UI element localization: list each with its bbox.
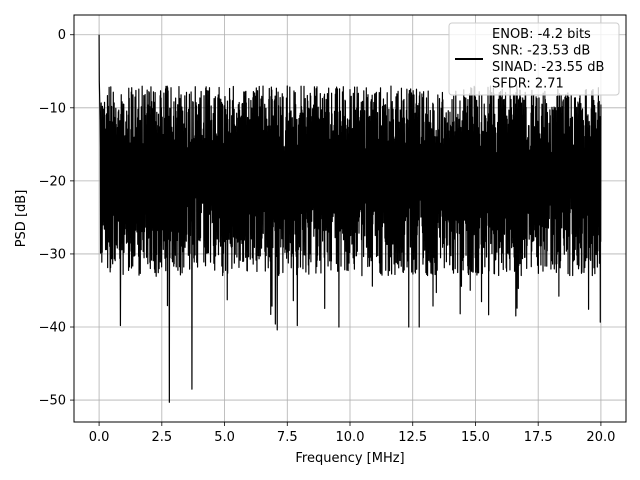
legend-sfdr: SFDR: 2.71 bbox=[492, 77, 564, 92]
y-tick-label: −20 bbox=[39, 174, 66, 189]
x-axis-label: Frequency [MHz] bbox=[295, 451, 404, 466]
x-tick-label: 20.0 bbox=[586, 430, 615, 445]
x-tick-label: 12.5 bbox=[398, 430, 427, 445]
legend-snr: SNR: -23.53 dB bbox=[492, 44, 590, 59]
x-tick-label: 17.5 bbox=[524, 430, 553, 445]
y-tick-label: −40 bbox=[39, 321, 66, 336]
x-tick-label: 5.0 bbox=[214, 430, 235, 445]
y-tick-label: −10 bbox=[39, 101, 66, 116]
y-tick-label: −50 bbox=[39, 394, 66, 409]
x-tick-label: 10.0 bbox=[336, 430, 365, 445]
y-axis-label: PSD [dB] bbox=[14, 190, 29, 248]
x-tick-label: 2.5 bbox=[151, 430, 172, 445]
x-tick-label: 0.0 bbox=[89, 430, 110, 445]
y-tick-label: 0 bbox=[58, 28, 66, 43]
legend-enob: ENOB: -4.2 bits bbox=[492, 27, 591, 42]
legend-box bbox=[448, 22, 620, 96]
legend-sinad: SINAD: -23.55 dB bbox=[492, 60, 604, 75]
legend: ENOB: -4.2 bits SNR: -23.53 dB SINAD: -2… bbox=[448, 22, 620, 96]
y-tick-label: −30 bbox=[39, 247, 66, 262]
x-tick-label: 15.0 bbox=[461, 430, 490, 445]
ticks: 0.0 2.5 5.0 7.5 10.0 12.5 15.0 17.5 20.0 0 −10 −20 −… bbox=[39, 28, 616, 445]
x-tick-label: 7.5 bbox=[277, 430, 298, 445]
